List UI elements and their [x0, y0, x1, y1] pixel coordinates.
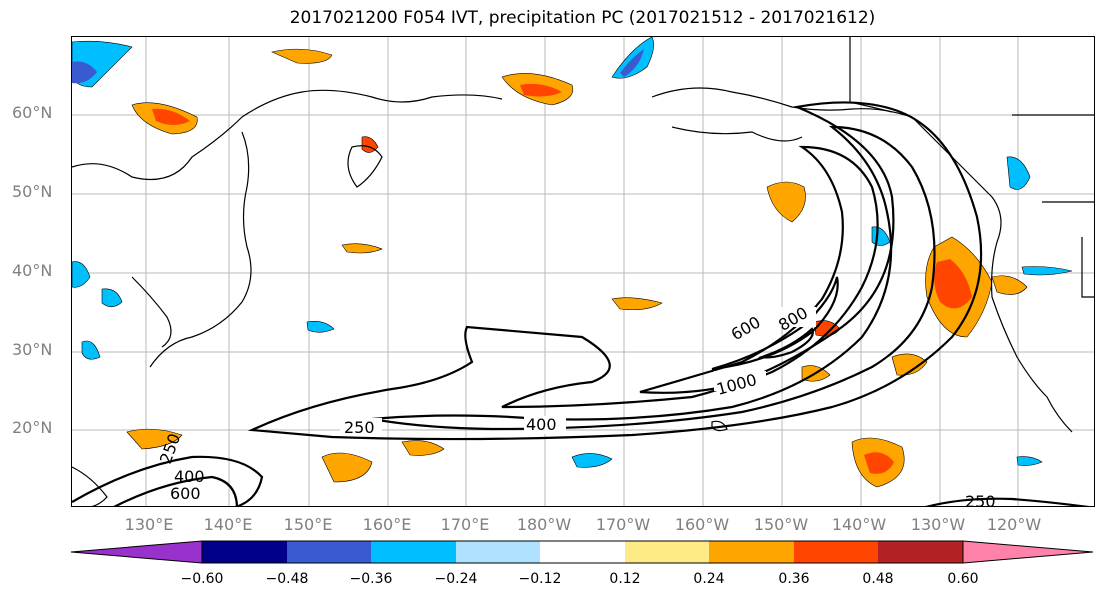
contour-label-250: 250	[344, 418, 375, 437]
lon-label-170e: 170°E	[440, 515, 490, 534]
colorbar-segment	[202, 541, 287, 563]
colorbar-tick-9: 0.60	[947, 571, 979, 587]
lon-label-140e: 140°E	[203, 515, 253, 534]
colorbar-segment	[456, 541, 540, 563]
lat-label-30n: 30°N	[12, 340, 53, 359]
colorbar-extend-low	[71, 541, 202, 563]
colorbar-segment	[371, 541, 456, 563]
colorbar-segment	[540, 541, 625, 563]
colorbar-tick-6: 0.24	[693, 571, 725, 587]
lon-label-170w: 170°W	[595, 515, 651, 534]
lon-label-150e: 150°E	[283, 515, 333, 534]
ivt-contours	[72, 101, 1090, 506]
lon-label-120w: 120°W	[986, 515, 1042, 534]
lon-label-130e: 130°E	[124, 515, 174, 534]
colorbar-tick-7: 0.36	[778, 571, 810, 587]
contour-label-400-sw: 400	[174, 467, 205, 486]
colorbar-segment	[625, 541, 709, 563]
colorbar	[70, 540, 1094, 564]
lat-label-20n: 20°N	[12, 418, 53, 437]
map-canvas: 250 400 600 800 1000 250 400 600 250	[72, 37, 1094, 507]
coastlines	[72, 37, 1094, 506]
positive-precip-anomalies	[126, 48, 1028, 488]
lon-label-160w: 160°W	[674, 515, 730, 534]
colorbar-extend-high	[963, 541, 1093, 563]
lon-label-160e: 160°E	[362, 515, 412, 534]
negative-precip-anomalies	[72, 37, 1073, 468]
contour-label-600-sw: 600	[170, 484, 201, 503]
colorbar-segment	[878, 541, 963, 563]
colorbar-tick-5: 0.12	[609, 571, 641, 587]
colorbar-tick-4: −0.12	[518, 571, 562, 587]
lat-label-40n: 40°N	[12, 261, 53, 280]
colorbar-tick-1: −0.48	[265, 571, 309, 587]
contour-label-400: 400	[526, 415, 557, 434]
lon-label-140w: 140°W	[831, 515, 887, 534]
lon-label-130w: 130°W	[910, 515, 966, 534]
colorbar-segment	[709, 541, 794, 563]
colorbar-tick-8: 0.48	[862, 571, 894, 587]
lat-label-50n: 50°N	[12, 182, 53, 201]
lat-label-60n: 60°N	[12, 103, 53, 122]
lon-label-150w: 150°W	[753, 515, 809, 534]
map-title: 2017021200 F054 IVT, precipitation PC (2…	[289, 8, 876, 28]
lon-label-180w: 180°W	[516, 515, 572, 534]
colorbar-tick-3: −0.24	[434, 571, 478, 587]
map-panel: 250 400 600 800 1000 250 400 600 250	[71, 36, 1095, 507]
colorbar-segment	[287, 541, 371, 563]
colorbar-tick-2: −0.36	[349, 571, 393, 587]
contour-labels: 250 400 600 800 1000 250 400 600 250	[156, 303, 996, 507]
colorbar-tick-0: −0.60	[180, 571, 224, 587]
contour-label-250-se: 250	[965, 492, 996, 507]
colorbar-segment	[794, 541, 878, 563]
